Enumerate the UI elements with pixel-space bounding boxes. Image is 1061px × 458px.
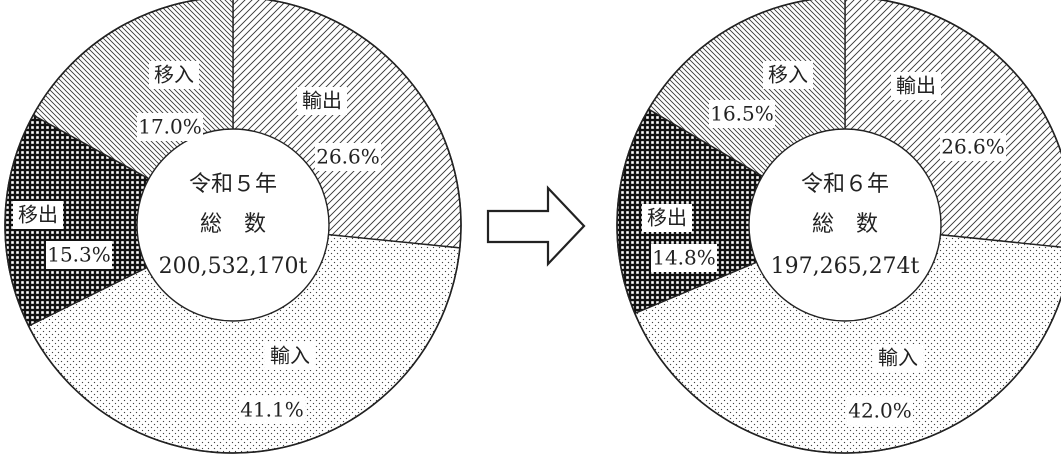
slice-name-label: 輸入 bbox=[878, 346, 918, 370]
label-background bbox=[847, 397, 913, 425]
label-background bbox=[709, 100, 775, 128]
slice-percent-label: 26.6% bbox=[941, 135, 1005, 159]
slice-percent-label: 41.1% bbox=[240, 398, 304, 422]
center-total-value: 200,532,170t bbox=[159, 254, 308, 279]
donut-hole bbox=[748, 128, 942, 322]
label-background bbox=[651, 244, 717, 272]
center-year-label: 令和５年 bbox=[189, 172, 277, 197]
slice-percent-label: 15.3% bbox=[47, 243, 111, 267]
label-background bbox=[873, 344, 923, 372]
outer-ring bbox=[4, 0, 462, 454]
label-background bbox=[46, 241, 112, 269]
slice-percent-label: 42.0% bbox=[848, 399, 912, 423]
slice-name-label: 輸出 bbox=[302, 89, 342, 113]
center-total-caption: 総 数 bbox=[812, 212, 878, 237]
slice-name-label: 輸出 bbox=[896, 74, 936, 98]
label-background bbox=[891, 72, 941, 100]
label-background bbox=[297, 87, 347, 115]
slice-name-label: 移入 bbox=[768, 63, 808, 87]
label-background bbox=[265, 342, 315, 370]
donut-hole bbox=[136, 128, 330, 322]
slice-name-label: 移出 bbox=[18, 203, 58, 227]
label-background bbox=[763, 61, 813, 89]
right-arrow-icon bbox=[486, 185, 586, 267]
outer-ring bbox=[616, 0, 1061, 454]
center-year-label: 令和６年 bbox=[801, 172, 889, 197]
slice-percent-label: 14.8% bbox=[652, 246, 716, 270]
label-background bbox=[239, 396, 305, 424]
slice-name-label: 移入 bbox=[154, 63, 194, 87]
slice-name-label: 輸入 bbox=[270, 344, 310, 368]
label-background bbox=[149, 61, 199, 89]
label-background bbox=[642, 204, 692, 232]
label-background bbox=[315, 143, 381, 171]
label-background bbox=[940, 133, 1006, 161]
center-total-value: 197,265,274t bbox=[771, 254, 920, 279]
slice-percent-label: 17.0% bbox=[138, 115, 202, 139]
slice-percent-label: 26.6% bbox=[316, 145, 380, 169]
center-total-caption: 総 数 bbox=[200, 212, 266, 237]
slice-percent-label: 16.5% bbox=[710, 102, 774, 126]
slice-name-label: 移出 bbox=[647, 206, 687, 230]
label-background bbox=[13, 201, 63, 229]
label-background bbox=[137, 113, 203, 141]
